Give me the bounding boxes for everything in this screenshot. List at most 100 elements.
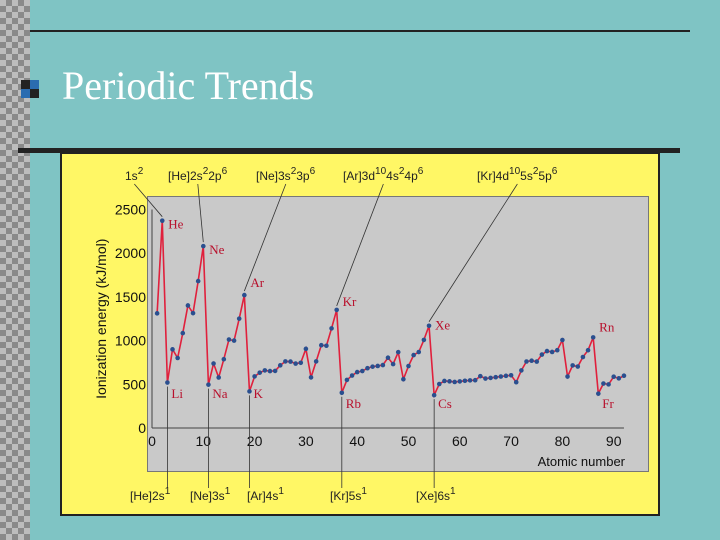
config-leader: [243, 183, 287, 292]
data-point: [298, 360, 304, 366]
config-superscript: 10: [509, 166, 521, 177]
y-tick-label: 1500: [115, 289, 146, 305]
element-label: He: [168, 217, 183, 232]
x-tick-label: 40: [349, 433, 365, 449]
data-point: [257, 370, 263, 375]
title-rule: [18, 148, 680, 153]
top-config-label: [Ne]3s23p6: [256, 166, 316, 183]
data-point: [308, 375, 314, 380]
x-tick-label: 0: [148, 433, 156, 449]
data-point: [606, 382, 611, 387]
data-point: [349, 373, 355, 378]
data-point: [283, 359, 288, 364]
config-text: [Kr]5s: [330, 489, 361, 503]
data-point: [401, 376, 406, 382]
data-point: [267, 368, 273, 374]
data-point: [534, 359, 540, 364]
config-superscript: 6: [552, 166, 558, 177]
config-superscript: 2: [203, 166, 209, 177]
data-point: [154, 311, 160, 316]
config-leader: [336, 183, 384, 307]
data-point: [175, 355, 180, 361]
element-label: Kr: [343, 294, 357, 309]
data-point: [549, 349, 555, 355]
data-point: [375, 363, 381, 369]
config-superscript: 2: [138, 166, 144, 177]
data-point: [262, 368, 268, 373]
data-point: [611, 374, 616, 379]
bottom-config-label: [Xe]6s1: [416, 486, 456, 503]
data-point: [621, 373, 627, 379]
data-point: [216, 375, 221, 380]
slide-title: Periodic Trends: [62, 63, 315, 108]
data-point: [565, 374, 570, 379]
config-superscript: 1: [450, 486, 456, 497]
data-point: [467, 378, 473, 383]
data-point: [206, 382, 211, 387]
data-point: [159, 218, 165, 223]
data-point: [226, 337, 232, 342]
element-label: Rb: [346, 396, 361, 411]
data-point: [231, 338, 237, 343]
bottom-config-label: [Ne]3s1: [190, 486, 231, 503]
data-point: [185, 303, 191, 308]
data-point: [442, 378, 447, 384]
data-point: [247, 389, 252, 394]
data-point: [539, 352, 545, 357]
data-point: [344, 377, 350, 383]
y-axis-label: Ionization energy (kJ/mol): [93, 239, 109, 399]
top-config-label: [Kr]4d105s25p6: [477, 166, 558, 183]
data-point: [483, 376, 488, 381]
config-superscript: 2: [533, 166, 539, 177]
data-point: [519, 368, 524, 373]
element-label: K: [253, 386, 263, 401]
data-point: [411, 352, 416, 358]
data-point: [165, 380, 170, 385]
data-point: [272, 368, 278, 374]
element-label: Rn: [599, 319, 615, 334]
data-point: [560, 337, 565, 343]
y-tick-label: 0: [138, 420, 146, 436]
data-point: [293, 361, 298, 366]
data-point: [498, 374, 504, 379]
config-leader: [134, 183, 163, 217]
config-text: 4s: [386, 169, 399, 183]
data-point: [385, 355, 391, 361]
element-label: Fr: [602, 396, 614, 411]
data-point: [170, 347, 175, 352]
x-tick-label: 80: [555, 433, 571, 449]
element-label: Li: [171, 386, 183, 401]
data-point: [421, 337, 427, 343]
x-tick-label: 10: [196, 433, 212, 449]
config-superscript: 6: [418, 166, 424, 177]
data-point: [365, 365, 370, 371]
x-tick-label: 60: [452, 433, 468, 449]
data-point: [447, 379, 452, 384]
data-point: [554, 347, 560, 353]
data-point: [580, 354, 586, 360]
config-text: 3p: [296, 169, 310, 183]
data-point: [380, 362, 386, 368]
data-point: [575, 364, 581, 369]
config-text: 5p: [538, 169, 552, 183]
y-tick-label: 2500: [115, 202, 146, 218]
data-point: [462, 378, 468, 384]
data-point: [508, 372, 514, 378]
top-rule: [30, 30, 690, 32]
data-point: [585, 347, 591, 353]
data-point: [472, 377, 478, 383]
data-point: [488, 375, 493, 381]
config-superscript: 2: [399, 166, 405, 177]
data-point: [190, 310, 196, 316]
config-text: 2p: [208, 169, 222, 183]
element-label: Cs: [438, 396, 452, 411]
config-superscript: 2: [291, 166, 297, 177]
config-text: [Ne]3s: [256, 169, 291, 183]
data-point: [416, 349, 422, 355]
data-point: [354, 369, 360, 375]
data-point: [478, 373, 483, 379]
data-point: [601, 381, 606, 386]
bottom-config-label: [Kr]5s1: [330, 486, 367, 503]
data-point: [524, 359, 529, 364]
